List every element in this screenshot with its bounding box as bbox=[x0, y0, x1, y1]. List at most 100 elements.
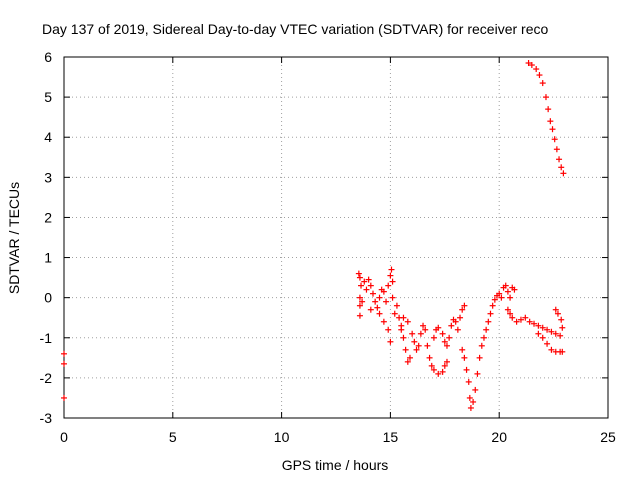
data-point bbox=[522, 314, 529, 321]
data-point bbox=[539, 324, 546, 331]
data-point bbox=[356, 302, 363, 309]
data-point bbox=[457, 314, 464, 321]
data-point bbox=[376, 294, 383, 301]
data-point bbox=[356, 274, 363, 281]
data-point bbox=[385, 282, 392, 289]
data-point bbox=[61, 394, 67, 401]
data-point bbox=[480, 334, 487, 341]
data-point bbox=[507, 310, 514, 317]
x-tick-label: 15 bbox=[383, 429, 399, 445]
data-point bbox=[391, 310, 398, 317]
data-point bbox=[502, 282, 509, 289]
data-point bbox=[547, 118, 554, 125]
data-point bbox=[61, 350, 67, 357]
data-point bbox=[463, 366, 470, 373]
grid-lines bbox=[64, 57, 608, 418]
data-point bbox=[459, 306, 466, 313]
data-point bbox=[61, 360, 67, 367]
data-point bbox=[517, 316, 524, 323]
data-point bbox=[487, 310, 494, 317]
data-point bbox=[528, 62, 535, 69]
data-point bbox=[446, 334, 453, 341]
chart-title: Day 137 of 2019, Sidereal Day-to-day VTE… bbox=[42, 21, 548, 37]
data-point bbox=[548, 346, 555, 353]
data-point bbox=[365, 276, 372, 283]
data-point bbox=[556, 156, 563, 163]
data-point bbox=[420, 322, 427, 329]
data-point bbox=[428, 362, 435, 369]
data-point bbox=[359, 298, 366, 305]
data-point bbox=[533, 66, 540, 73]
data-point bbox=[542, 94, 549, 101]
data-point bbox=[355, 270, 362, 277]
data-point bbox=[551, 136, 558, 143]
data-point bbox=[389, 278, 396, 285]
data-point bbox=[443, 342, 450, 349]
data-point bbox=[443, 358, 450, 365]
data-point bbox=[459, 346, 466, 353]
data-point bbox=[552, 330, 559, 337]
data-point bbox=[544, 326, 551, 333]
data-point bbox=[526, 318, 533, 325]
data-point bbox=[470, 398, 477, 405]
data-point bbox=[356, 312, 363, 319]
data-point bbox=[388, 266, 395, 273]
data-point bbox=[441, 362, 448, 369]
data-point bbox=[465, 378, 472, 385]
data-point bbox=[539, 80, 546, 87]
data-point bbox=[448, 322, 455, 329]
axis-ticks: 0 5 10 15 20 25 -3 -2 -1 0 1 2 3 4 5 6 bbox=[40, 49, 616, 445]
data-point bbox=[424, 342, 431, 349]
data-point bbox=[404, 318, 411, 325]
data-point bbox=[372, 298, 379, 305]
data-point bbox=[361, 278, 368, 285]
data-point bbox=[476, 354, 483, 361]
data-point bbox=[467, 404, 474, 411]
data-point bbox=[374, 304, 381, 311]
data-point bbox=[411, 338, 418, 345]
y-tick-label: 5 bbox=[44, 89, 52, 105]
data-point bbox=[415, 342, 422, 349]
data-point bbox=[387, 338, 394, 345]
data-point bbox=[367, 282, 374, 289]
y-tick-label: -2 bbox=[40, 370, 53, 386]
data-point bbox=[509, 314, 516, 321]
data-point bbox=[474, 370, 481, 377]
x-tick-label: 25 bbox=[600, 429, 616, 445]
data-point bbox=[435, 324, 442, 331]
x-tick-label: 0 bbox=[60, 429, 68, 445]
data-point bbox=[472, 386, 479, 393]
data-point bbox=[478, 342, 485, 349]
data-point bbox=[409, 330, 416, 337]
data-point bbox=[539, 334, 546, 341]
data-point bbox=[439, 330, 446, 337]
data-point bbox=[559, 324, 566, 331]
y-tick-label: 2 bbox=[44, 209, 52, 225]
data-point bbox=[560, 170, 567, 177]
data-point bbox=[558, 164, 565, 171]
data-point bbox=[380, 288, 387, 295]
data-point bbox=[485, 318, 492, 325]
data-point bbox=[544, 340, 551, 347]
data-point bbox=[504, 288, 511, 295]
y-tick-label: 1 bbox=[44, 250, 52, 266]
data-point bbox=[430, 366, 437, 373]
data-point bbox=[452, 318, 459, 325]
data-point bbox=[435, 370, 442, 377]
data-point bbox=[402, 346, 409, 353]
y-tick-label: 6 bbox=[44, 49, 52, 65]
data-point bbox=[422, 326, 429, 333]
data-point bbox=[557, 332, 564, 339]
y-tick-label: -1 bbox=[40, 330, 53, 346]
data-point bbox=[461, 302, 468, 309]
data-point bbox=[441, 338, 448, 345]
x-tick-label: 20 bbox=[491, 429, 507, 445]
data-point bbox=[525, 60, 532, 67]
data-point bbox=[358, 282, 365, 289]
x-tick-label: 10 bbox=[274, 429, 290, 445]
data-point bbox=[413, 346, 420, 353]
data-point bbox=[398, 322, 405, 329]
data-point bbox=[383, 298, 390, 305]
data-point bbox=[498, 294, 505, 301]
